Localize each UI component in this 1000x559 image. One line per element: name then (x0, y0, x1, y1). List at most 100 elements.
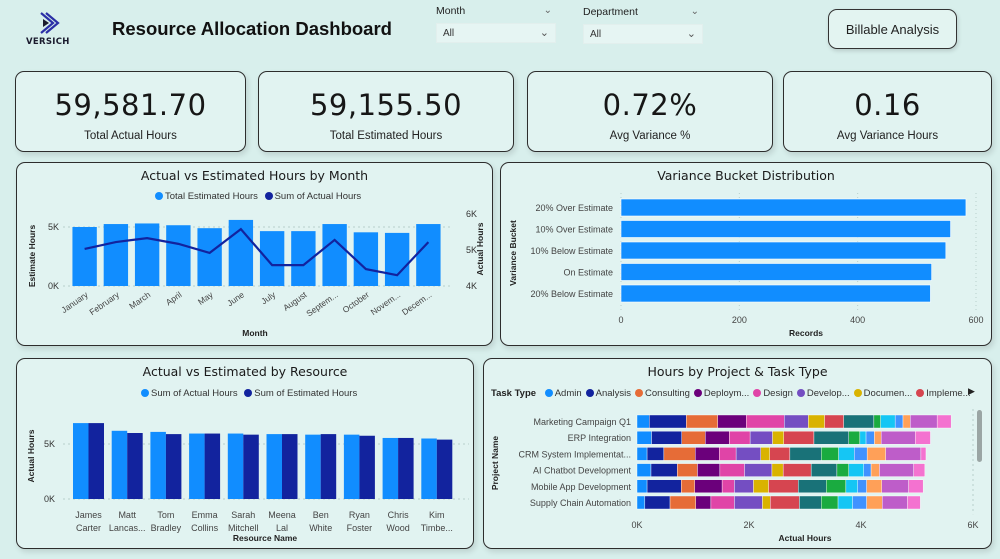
x-tick-label: Novem... (369, 289, 403, 317)
bar-actual-8 (343, 434, 360, 499)
x-tick-label: July (259, 289, 278, 306)
legend-item-actual[interactable]: Sum of Actual Hours (141, 388, 238, 399)
legend-dot-icon (635, 388, 644, 397)
stacked-segment-1-10 (873, 414, 881, 429)
scrollbar-thumb[interactable] (977, 410, 982, 462)
legend-dot-icon (693, 388, 702, 397)
bar-estimated-11 (384, 232, 410, 286)
stacked-segment-5-14 (881, 479, 909, 494)
line-actual-hours (84, 227, 430, 277)
stacked-segment-3-4 (695, 447, 720, 461)
stacked-segment-6-11 (837, 495, 853, 510)
kpi-label: Total Estimated Hours (329, 130, 443, 142)
legend-item-admin[interactable]: Admin (544, 388, 582, 399)
legend-dot-icon (753, 388, 762, 397)
stacked-segment-1-8 (824, 414, 844, 429)
legend-item-design[interactable]: Design (753, 388, 793, 399)
department-slicer[interactable]: Department ⌄ All ⌄ (583, 6, 703, 44)
x-tick-label: Meena (268, 510, 296, 520)
stacked-segment-4-5 (719, 463, 745, 477)
chevron-down-icon[interactable]: ⌄ (690, 6, 699, 17)
kpi-card-total-actual-hours: 59,581.70 Total Actual Hours (15, 71, 246, 152)
stacked-segment-6-7 (762, 495, 771, 510)
chart-title: Actual vs Estimated by Resource (142, 364, 348, 379)
legend-label: Sum of Actual Hours (274, 191, 362, 202)
stacked-segment-5-4 (694, 479, 723, 494)
stacked-segment-3-6 (735, 447, 761, 461)
stacked-segment-2-9 (813, 430, 849, 445)
stacked-segment-5-2 (646, 479, 682, 494)
month-slicer[interactable]: Month ⌄ All ⌄ (436, 5, 556, 43)
bar-estimated-5 (197, 228, 222, 286)
billable-analysis-button[interactable]: Billable Analysis (828, 9, 957, 49)
x-tick-label: Wood (386, 523, 409, 533)
stacked-segment-1-2 (649, 414, 687, 429)
stacked-segment-2-13 (874, 430, 882, 445)
month-slicer-label: Month (436, 5, 466, 17)
month-chart-svg: 0K 5K 4K 5K 6K Estimate Hours Actual Hours Mont… (27, 209, 485, 338)
chart-card-hours-by-month: Actual vs Estimated Hours by Month Total… (16, 162, 493, 346)
stacked-segment-3-12 (854, 447, 868, 461)
x-tick-label: Tom (157, 510, 174, 520)
x-tick-label: Decem... (400, 289, 434, 317)
legend-dot-icon (853, 388, 862, 397)
stacked-segment-4-4 (697, 463, 721, 477)
y-tick-label: Supply Chain Automation (530, 498, 631, 508)
variance-chart-svg: 0 200 400 600 Records Variance Bucket 20% Over… (508, 193, 984, 338)
legend-item-deploym[interactable]: Deploym... (693, 388, 749, 399)
legend-item-analysis[interactable]: Analysis (585, 388, 631, 399)
stacked-segment-5-8 (768, 479, 799, 494)
kpi-card-avg-variance-percent: 0.72% Avg Variance % (527, 71, 773, 152)
stacked-segment-4-3 (677, 463, 698, 477)
stacked-segment-5-7 (753, 479, 769, 494)
legend-next-arrow-icon[interactable]: ▶ (968, 387, 975, 397)
month-dropdown[interactable]: All ⌄ (436, 23, 556, 43)
x-tick-label: 400 (850, 315, 865, 325)
stacked-segment-5-9 (798, 479, 827, 494)
project-chart-scrollbar[interactable] (977, 410, 983, 520)
stacked-segment-1-6 (784, 414, 809, 429)
legend-item-consulting[interactable]: Consulting (635, 388, 690, 399)
page-title: Resource Allocation Dashboard (112, 18, 392, 39)
stacked-segment-6-14 (882, 495, 908, 510)
department-dropdown[interactable]: All ⌄ (583, 24, 703, 44)
legend-item-estimated[interactable]: Sum of Estimated Hours (244, 388, 357, 399)
logo-chevron-icon (40, 12, 60, 34)
project-chart-svg: 0K 2K 4K 6K Actual Hours Project Name Marketin… (490, 409, 979, 543)
x-tick-label: Sarah (231, 510, 255, 520)
stacked-segment-1-15 (936, 414, 952, 429)
stacked-segment-5-1 (636, 479, 648, 494)
stacked-segment-4-2 (650, 463, 678, 477)
x-tick-label: Kim (429, 510, 445, 520)
bar-estimated-8 (359, 435, 375, 499)
x-axis-title: Actual Hours (779, 533, 832, 543)
legend-item-estimated[interactable]: Total Estimated Hours (155, 191, 258, 202)
x-tick-label: 600 (968, 315, 983, 325)
chevron-down-icon[interactable]: ⌄ (543, 5, 552, 16)
stacked-segment-2-2 (651, 430, 682, 445)
kpi-value: 59,155.50 (309, 88, 463, 122)
y-tick-label: 5K (44, 439, 55, 449)
chart-title: Actual vs Estimated Hours by Month (140, 168, 369, 183)
legend-item-documen[interactable]: Documen... (853, 388, 912, 399)
stacked-segment-6-5 (710, 495, 735, 510)
legend-item-actual[interactable]: Sum of Actual Hours (264, 191, 362, 202)
stacked-segment-4-10 (836, 463, 849, 477)
department-slicer-label: Department (583, 6, 638, 18)
x-tick-label: Carter (76, 523, 101, 533)
chart-title: Variance Bucket Distribution (657, 168, 835, 183)
x-tick-label: Bradley (151, 523, 182, 533)
legend-label: Design (763, 388, 793, 399)
legend-item-develop[interactable]: Develop... (796, 388, 850, 399)
legend-label: Develop... (806, 388, 850, 399)
stacked-segment-4-14 (879, 463, 914, 477)
bar-actual-2 (111, 430, 128, 499)
x-tick-label: Lancas... (109, 523, 146, 533)
y-tick-label: 10% Over Estimate (535, 225, 613, 235)
versich-logo: VERSICH (26, 10, 76, 50)
stacked-segment-3-2 (646, 447, 665, 461)
stacked-segment-1-7 (808, 414, 825, 429)
y2-tick-label: 6K (466, 209, 477, 219)
x-tick-label: May (196, 289, 216, 307)
legend-item-impleme[interactable]: Impleme... (916, 388, 971, 399)
